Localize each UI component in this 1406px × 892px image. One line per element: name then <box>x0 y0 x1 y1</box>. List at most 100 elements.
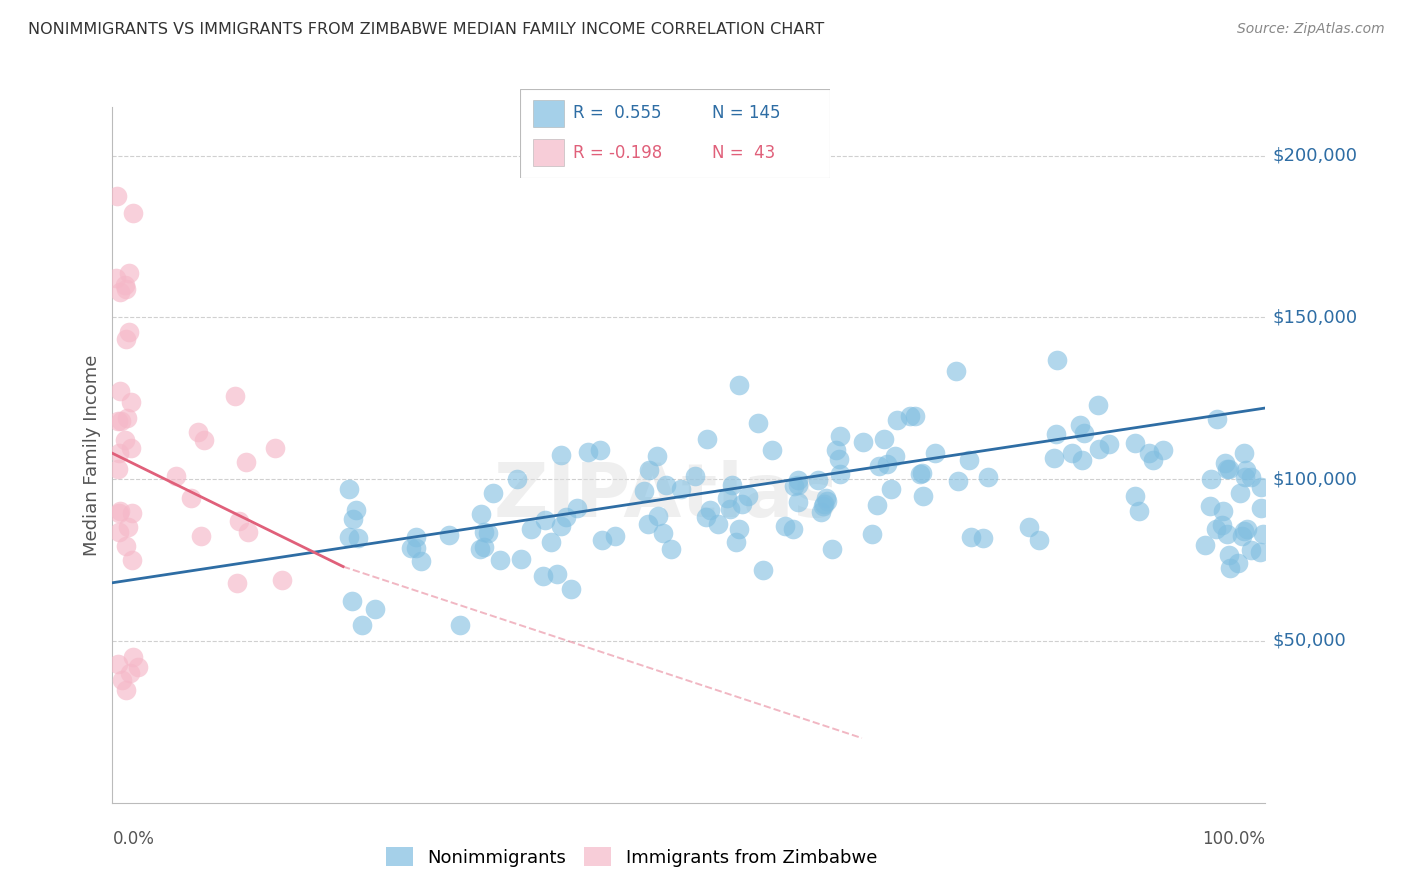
Point <box>911 489 934 503</box>
FancyBboxPatch shape <box>520 89 830 178</box>
Point <box>1233 469 1256 483</box>
Point <box>165 469 187 483</box>
Point <box>224 389 246 403</box>
Point <box>1205 522 1227 536</box>
Point <box>647 509 669 524</box>
Text: $150,000: $150,000 <box>1272 309 1358 326</box>
Point <box>898 409 921 424</box>
Point <box>924 445 946 459</box>
Point <box>886 413 908 427</box>
Point <box>1018 520 1040 534</box>
Point <box>228 514 250 528</box>
Point <box>1073 426 1095 441</box>
Point <box>118 266 141 280</box>
Point <box>470 507 492 521</box>
Point <box>1216 527 1239 541</box>
Point <box>107 657 129 671</box>
Point <box>108 525 131 540</box>
Point <box>747 417 769 431</box>
Point <box>1233 446 1256 460</box>
Point <box>761 442 783 457</box>
Point <box>716 491 738 506</box>
Y-axis label: Median Family Income: Median Family Income <box>83 354 101 556</box>
Text: N = 145: N = 145 <box>711 104 780 122</box>
Point <box>645 449 668 463</box>
Point <box>946 474 969 488</box>
Text: ZIPAtlas: ZIPAtlas <box>494 460 838 533</box>
Text: NONIMMIGRANTS VS IMMIGRANTS FROM ZIMBABWE MEDIAN FAMILY INCOME CORRELATION CHART: NONIMMIGRANTS VS IMMIGRANTS FROM ZIMBABW… <box>28 22 824 37</box>
Point <box>468 541 491 556</box>
Point <box>550 519 572 533</box>
FancyBboxPatch shape <box>533 100 564 127</box>
Point <box>264 441 287 455</box>
Point <box>110 504 132 518</box>
Point <box>807 473 830 487</box>
Legend: Nonimmigrants, Immigrants from Zimbabwe: Nonimmigrants, Immigrants from Zimbabwe <box>378 840 884 874</box>
Text: Source: ZipAtlas.com: Source: ZipAtlas.com <box>1237 22 1385 37</box>
Point <box>399 541 422 555</box>
Point <box>114 433 136 447</box>
Point <box>180 491 202 505</box>
Point <box>652 526 675 541</box>
Point <box>637 516 659 531</box>
Point <box>1229 485 1251 500</box>
Point <box>1240 542 1263 557</box>
Point <box>782 523 804 537</box>
Point <box>225 576 247 591</box>
Point <box>121 506 143 520</box>
Point <box>591 533 613 547</box>
Point <box>121 553 143 567</box>
Point <box>108 506 131 520</box>
Text: 100.0%: 100.0% <box>1202 830 1265 847</box>
Point <box>1046 352 1069 367</box>
Point <box>1234 463 1257 477</box>
Point <box>814 491 837 505</box>
Point <box>1212 504 1234 518</box>
Point <box>346 503 368 517</box>
Point <box>1240 469 1263 483</box>
Point <box>1218 462 1240 476</box>
Point <box>105 270 128 285</box>
Point <box>1098 437 1121 451</box>
Point <box>187 425 209 440</box>
Point <box>531 568 554 582</box>
Point <box>866 498 889 512</box>
Point <box>728 522 751 536</box>
Point <box>696 432 718 446</box>
Point <box>783 478 806 492</box>
Point <box>1201 472 1223 486</box>
Point <box>482 486 505 500</box>
Point <box>1128 504 1150 518</box>
Text: R = -0.198: R = -0.198 <box>572 144 662 161</box>
Point <box>1215 456 1237 470</box>
Point <box>707 517 730 532</box>
Point <box>472 525 495 540</box>
Point <box>876 457 898 471</box>
Point <box>111 673 134 687</box>
Point <box>659 541 682 556</box>
Text: R =  0.555: R = 0.555 <box>572 104 661 122</box>
Point <box>1211 517 1233 532</box>
Point <box>787 478 810 492</box>
Point <box>1216 462 1239 476</box>
Point <box>683 469 706 483</box>
Point <box>852 435 875 450</box>
Point <box>868 458 890 473</box>
Point <box>725 535 748 549</box>
Point <box>120 395 142 409</box>
Point <box>472 540 495 554</box>
Text: $50,000: $50,000 <box>1272 632 1346 650</box>
Point <box>718 502 741 516</box>
Point <box>105 189 128 203</box>
Point <box>589 442 612 457</box>
Point <box>910 467 932 481</box>
Point <box>117 520 139 534</box>
Point <box>405 541 427 556</box>
Point <box>1045 427 1067 442</box>
Point <box>1194 538 1216 552</box>
Point <box>1062 446 1084 460</box>
Point <box>337 483 360 497</box>
Point <box>1069 418 1091 433</box>
Point <box>824 442 846 457</box>
Point <box>786 495 808 509</box>
